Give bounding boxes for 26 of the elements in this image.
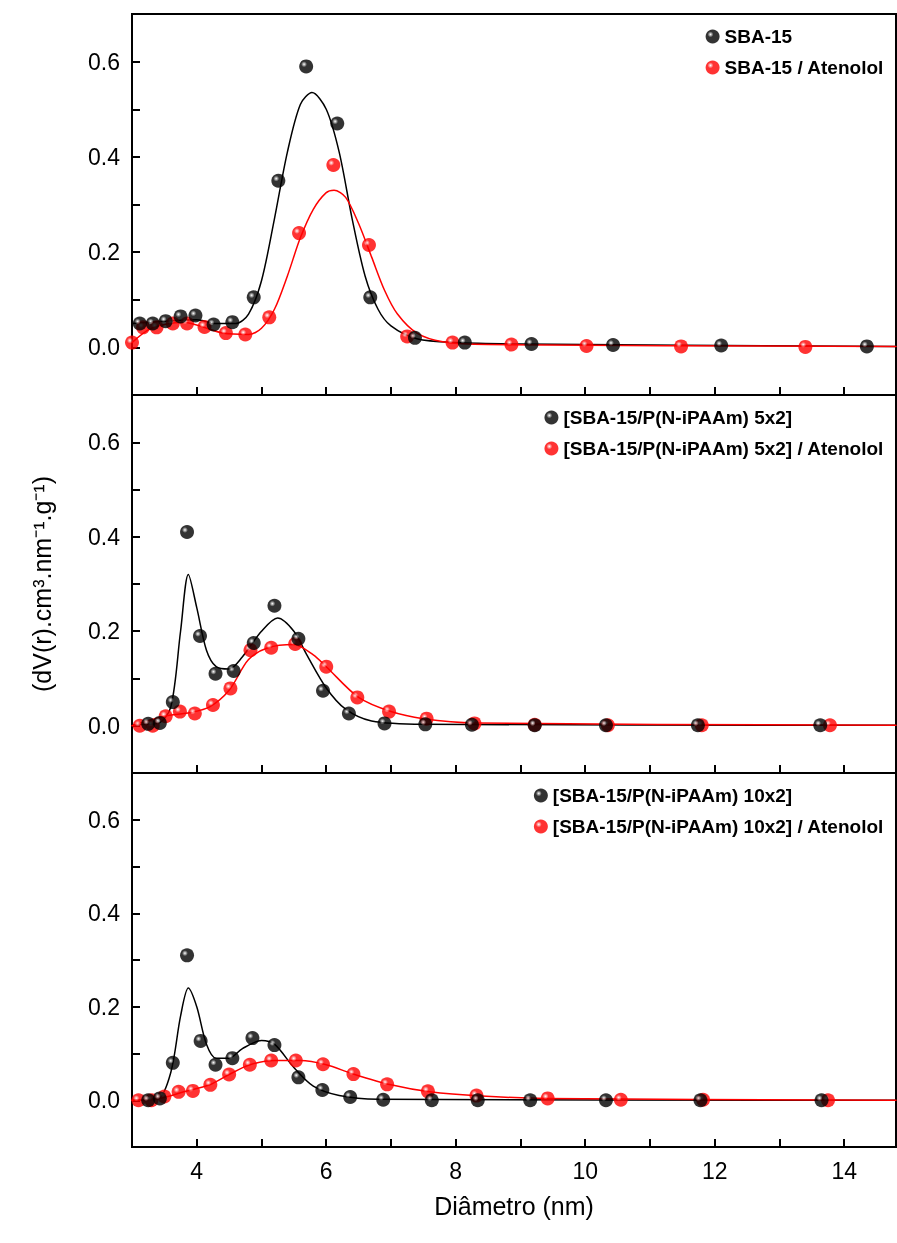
y-tick-label: 0.0	[88, 1087, 120, 1114]
legend-label: [SBA-15/P(N-iPAAm) 10x2] / Atenolol	[552, 816, 884, 837]
legend-label: SBA-15	[724, 26, 793, 47]
y-tick-label: 0.6	[88, 48, 120, 75]
x-tick-label: 12	[701, 1157, 728, 1184]
legend-label: [SBA-15/P(N-iPAAm) 10x2]	[552, 785, 793, 806]
legend-label: [SBA-15/P(N-iPAAm) 5x2] / Atenolol	[563, 438, 884, 459]
legend-label: [SBA-15/P(N-iPAAm) 5x2]	[563, 407, 793, 428]
x-tick-label: 8	[449, 1157, 463, 1184]
y-tick-label: 0.6	[88, 806, 120, 833]
y-tick-label: 0.0	[88, 334, 120, 361]
y-axis-title: (dV(r).cm³.nm⁻¹.g⁻¹)	[27, 476, 56, 692]
y-tick-label: 0.0	[88, 712, 120, 739]
y-tick-label: 0.2	[88, 993, 120, 1020]
y-tick-label: 0.2	[88, 239, 120, 266]
x-axis-title: Diâmetro (nm)	[434, 1191, 594, 1220]
x-tick-label: 10	[572, 1157, 599, 1184]
y-tick-label: 0.4	[88, 143, 121, 170]
x-tick-label: 4	[190, 1157, 204, 1184]
y-tick-label: 0.4	[88, 900, 121, 927]
x-tick-label: 14	[831, 1157, 858, 1184]
y-tick-label: 0.4	[88, 523, 121, 550]
y-tick-label: 0.6	[88, 429, 120, 456]
y-tick-label: 0.2	[88, 618, 120, 645]
x-tick-label: 6	[319, 1157, 333, 1184]
legend-label: SBA-15 / Atenolol	[724, 57, 884, 78]
